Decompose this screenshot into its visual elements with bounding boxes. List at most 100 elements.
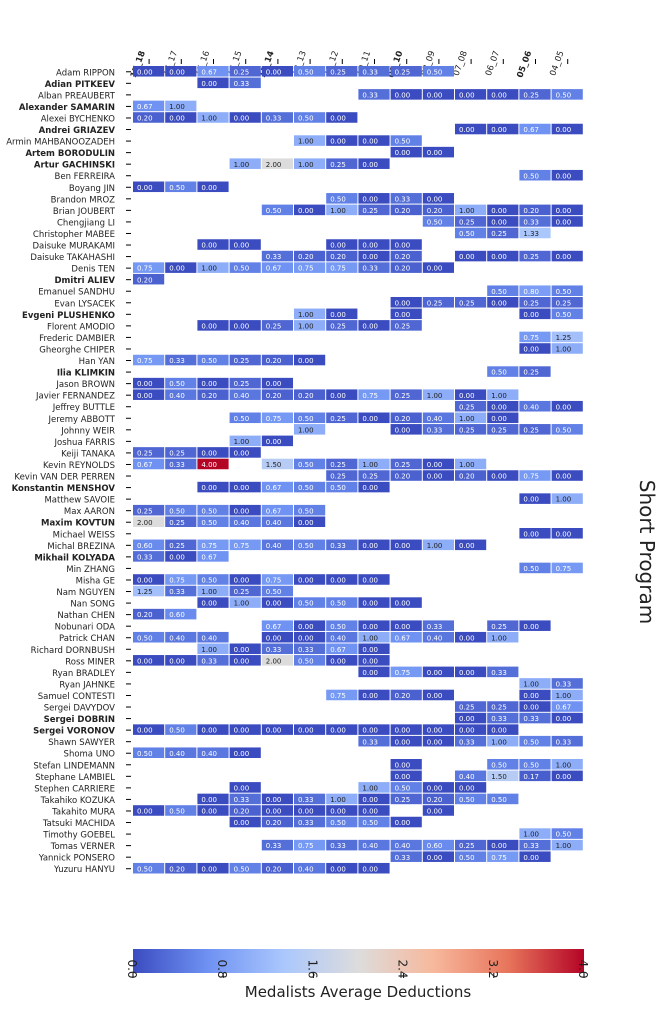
skater-label-armin-mahbanoozadeh: Armin MAHBANOOZADEH — [6, 138, 115, 148]
heatmap-cell — [197, 504, 229, 516]
skater-label-evan-lysacek: Evan LYSACEK — [54, 299, 115, 309]
skater-label-misha-ge: Misha GE — [76, 576, 115, 586]
cell-value-label: 1.00 — [298, 161, 314, 169]
cell-value-label: 0.50 — [330, 484, 346, 492]
skater-label-javier-fernandez: Javier FERNANDEZ — [35, 392, 115, 402]
heatmap-cell — [422, 631, 454, 643]
heatmap-cell — [294, 320, 326, 331]
skater-label-sergei-davydov: Sergei DAVYDOV — [44, 704, 115, 714]
skater-label-gheorghe-chiper: Gheorghe CHIPER — [39, 345, 115, 355]
cell-value-label: 0.00 — [234, 819, 250, 827]
cell-value-label: 0.33 — [362, 265, 378, 273]
heatmap-cell — [326, 458, 358, 470]
heatmap-cell — [197, 631, 229, 643]
cell-value-label: 0.00 — [234, 646, 250, 654]
skater-label-yuzuru-hanyu: Yuzuru HANYU — [53, 865, 115, 875]
cell-value-label: 1.00 — [491, 738, 507, 746]
heatmap-cell — [455, 412, 487, 424]
cell-value-label: 1.00 — [459, 415, 475, 423]
cell-value-label: 0.00 — [491, 473, 507, 481]
heatmap-cell — [422, 204, 454, 216]
heatmap-cell — [197, 724, 229, 735]
heatmap-cell — [455, 701, 487, 712]
cell-value-label: 0.20 — [137, 276, 153, 284]
heatmap-cell — [165, 66, 197, 77]
heatmap-cell — [455, 204, 487, 216]
cell-value-label: 0.00 — [169, 657, 185, 665]
heatmap-cell — [358, 689, 390, 701]
heatmap-cell — [519, 735, 551, 747]
heatmap-cell — [326, 470, 358, 481]
heatmap-cell — [390, 770, 422, 782]
heatmap-cell — [487, 851, 519, 862]
cell-value-label: 0.00 — [395, 299, 411, 307]
heatmap-cell — [487, 366, 519, 377]
cell-value-label: 1.00 — [330, 796, 346, 804]
heatmap-cell — [390, 458, 422, 470]
heatmap-cell — [551, 250, 583, 262]
heatmap-cell — [519, 828, 551, 839]
heatmap-cell — [358, 539, 390, 551]
heatmap-cell — [261, 262, 293, 273]
cell-value-label: 0.00 — [395, 727, 411, 735]
cell-value-label: 0.00 — [266, 808, 282, 816]
cell-value-label: 0.00 — [427, 669, 443, 677]
heatmap-cell — [551, 204, 583, 216]
cell-value-label: 0.00 — [201, 865, 217, 873]
heatmap-cell — [294, 424, 326, 435]
heatmap-cell — [133, 447, 165, 458]
cell-value-label: 0.33 — [491, 669, 507, 677]
cell-value-label: 0.25 — [459, 403, 475, 411]
heatmap-cell — [326, 816, 358, 828]
cell-value-label: 0.00 — [362, 577, 378, 585]
skater-label-dmitri-aliev: Dmitri ALIEV — [55, 276, 116, 286]
cell-value-label: 0.00 — [330, 727, 346, 735]
heatmap-cell — [455, 389, 487, 400]
cell-value-label: 0.00 — [427, 784, 443, 792]
heatmap-cell — [165, 516, 197, 527]
heatmap-cell — [197, 539, 229, 551]
cell-value-label: 0.00 — [395, 311, 411, 319]
heatmap-cell — [551, 169, 583, 181]
heatmap-cell — [390, 297, 422, 308]
cell-value-label: 1.00 — [298, 322, 314, 330]
heatmap-cell — [487, 770, 519, 782]
cell-value-label: 0.33 — [330, 542, 346, 550]
heatmap-cells: 0.00 0.00 0.67 0.25 0.00 0.50 0.25 0.33 0.25 0.50… — [133, 66, 583, 874]
cell-value-label: 1.00 — [427, 542, 443, 550]
heatmap-cell — [519, 285, 551, 296]
skater-label-artem-borodulin: Artem BORODULIN — [25, 149, 115, 159]
heatmap-cell — [326, 689, 358, 701]
cell-value-label: 0.20 — [266, 392, 282, 400]
heatmap-cell — [487, 793, 519, 805]
cell-value-label: 0.00 — [427, 727, 443, 735]
heatmap-cell — [422, 666, 454, 678]
cell-value-label: 0.00 — [169, 115, 185, 123]
heatmap-cell — [487, 631, 519, 643]
heatmap-cell — [358, 782, 390, 793]
heatmap-cell — [422, 193, 454, 204]
heatmap-cell — [455, 770, 487, 782]
cell-value-label: 0.67 — [395, 634, 411, 642]
heatmap-cell — [261, 862, 293, 874]
cell-value-label: 0.00 — [523, 854, 539, 862]
cell-value-label: 0.00 — [298, 623, 314, 631]
heatmap-cell — [294, 574, 326, 585]
cell-value-label: 0.00 — [362, 796, 378, 804]
heatmap-cell — [519, 689, 551, 701]
heatmap-cell — [422, 146, 454, 158]
heatmap-cell — [519, 343, 551, 354]
cell-value-label: 0.20 — [137, 611, 153, 619]
cell-value-label: 0.00 — [201, 796, 217, 804]
heatmap-cell — [519, 839, 551, 851]
season-label: 06_07 — [484, 50, 502, 78]
heatmap-cell — [551, 470, 583, 481]
heatmap-cell — [455, 793, 487, 805]
cell-value-label: 0.75 — [362, 392, 378, 400]
skater-label-boyang-jin: Boyang JIN — [69, 184, 115, 194]
heatmap-cell — [551, 839, 583, 851]
cell-value-label: 1.00 — [556, 692, 572, 700]
heatmap-cell — [133, 631, 165, 643]
cell-value-label: 0.25 — [330, 461, 346, 469]
skater-label-daisuke-takahashi: Daisuke TAKAHASHI — [30, 253, 115, 263]
